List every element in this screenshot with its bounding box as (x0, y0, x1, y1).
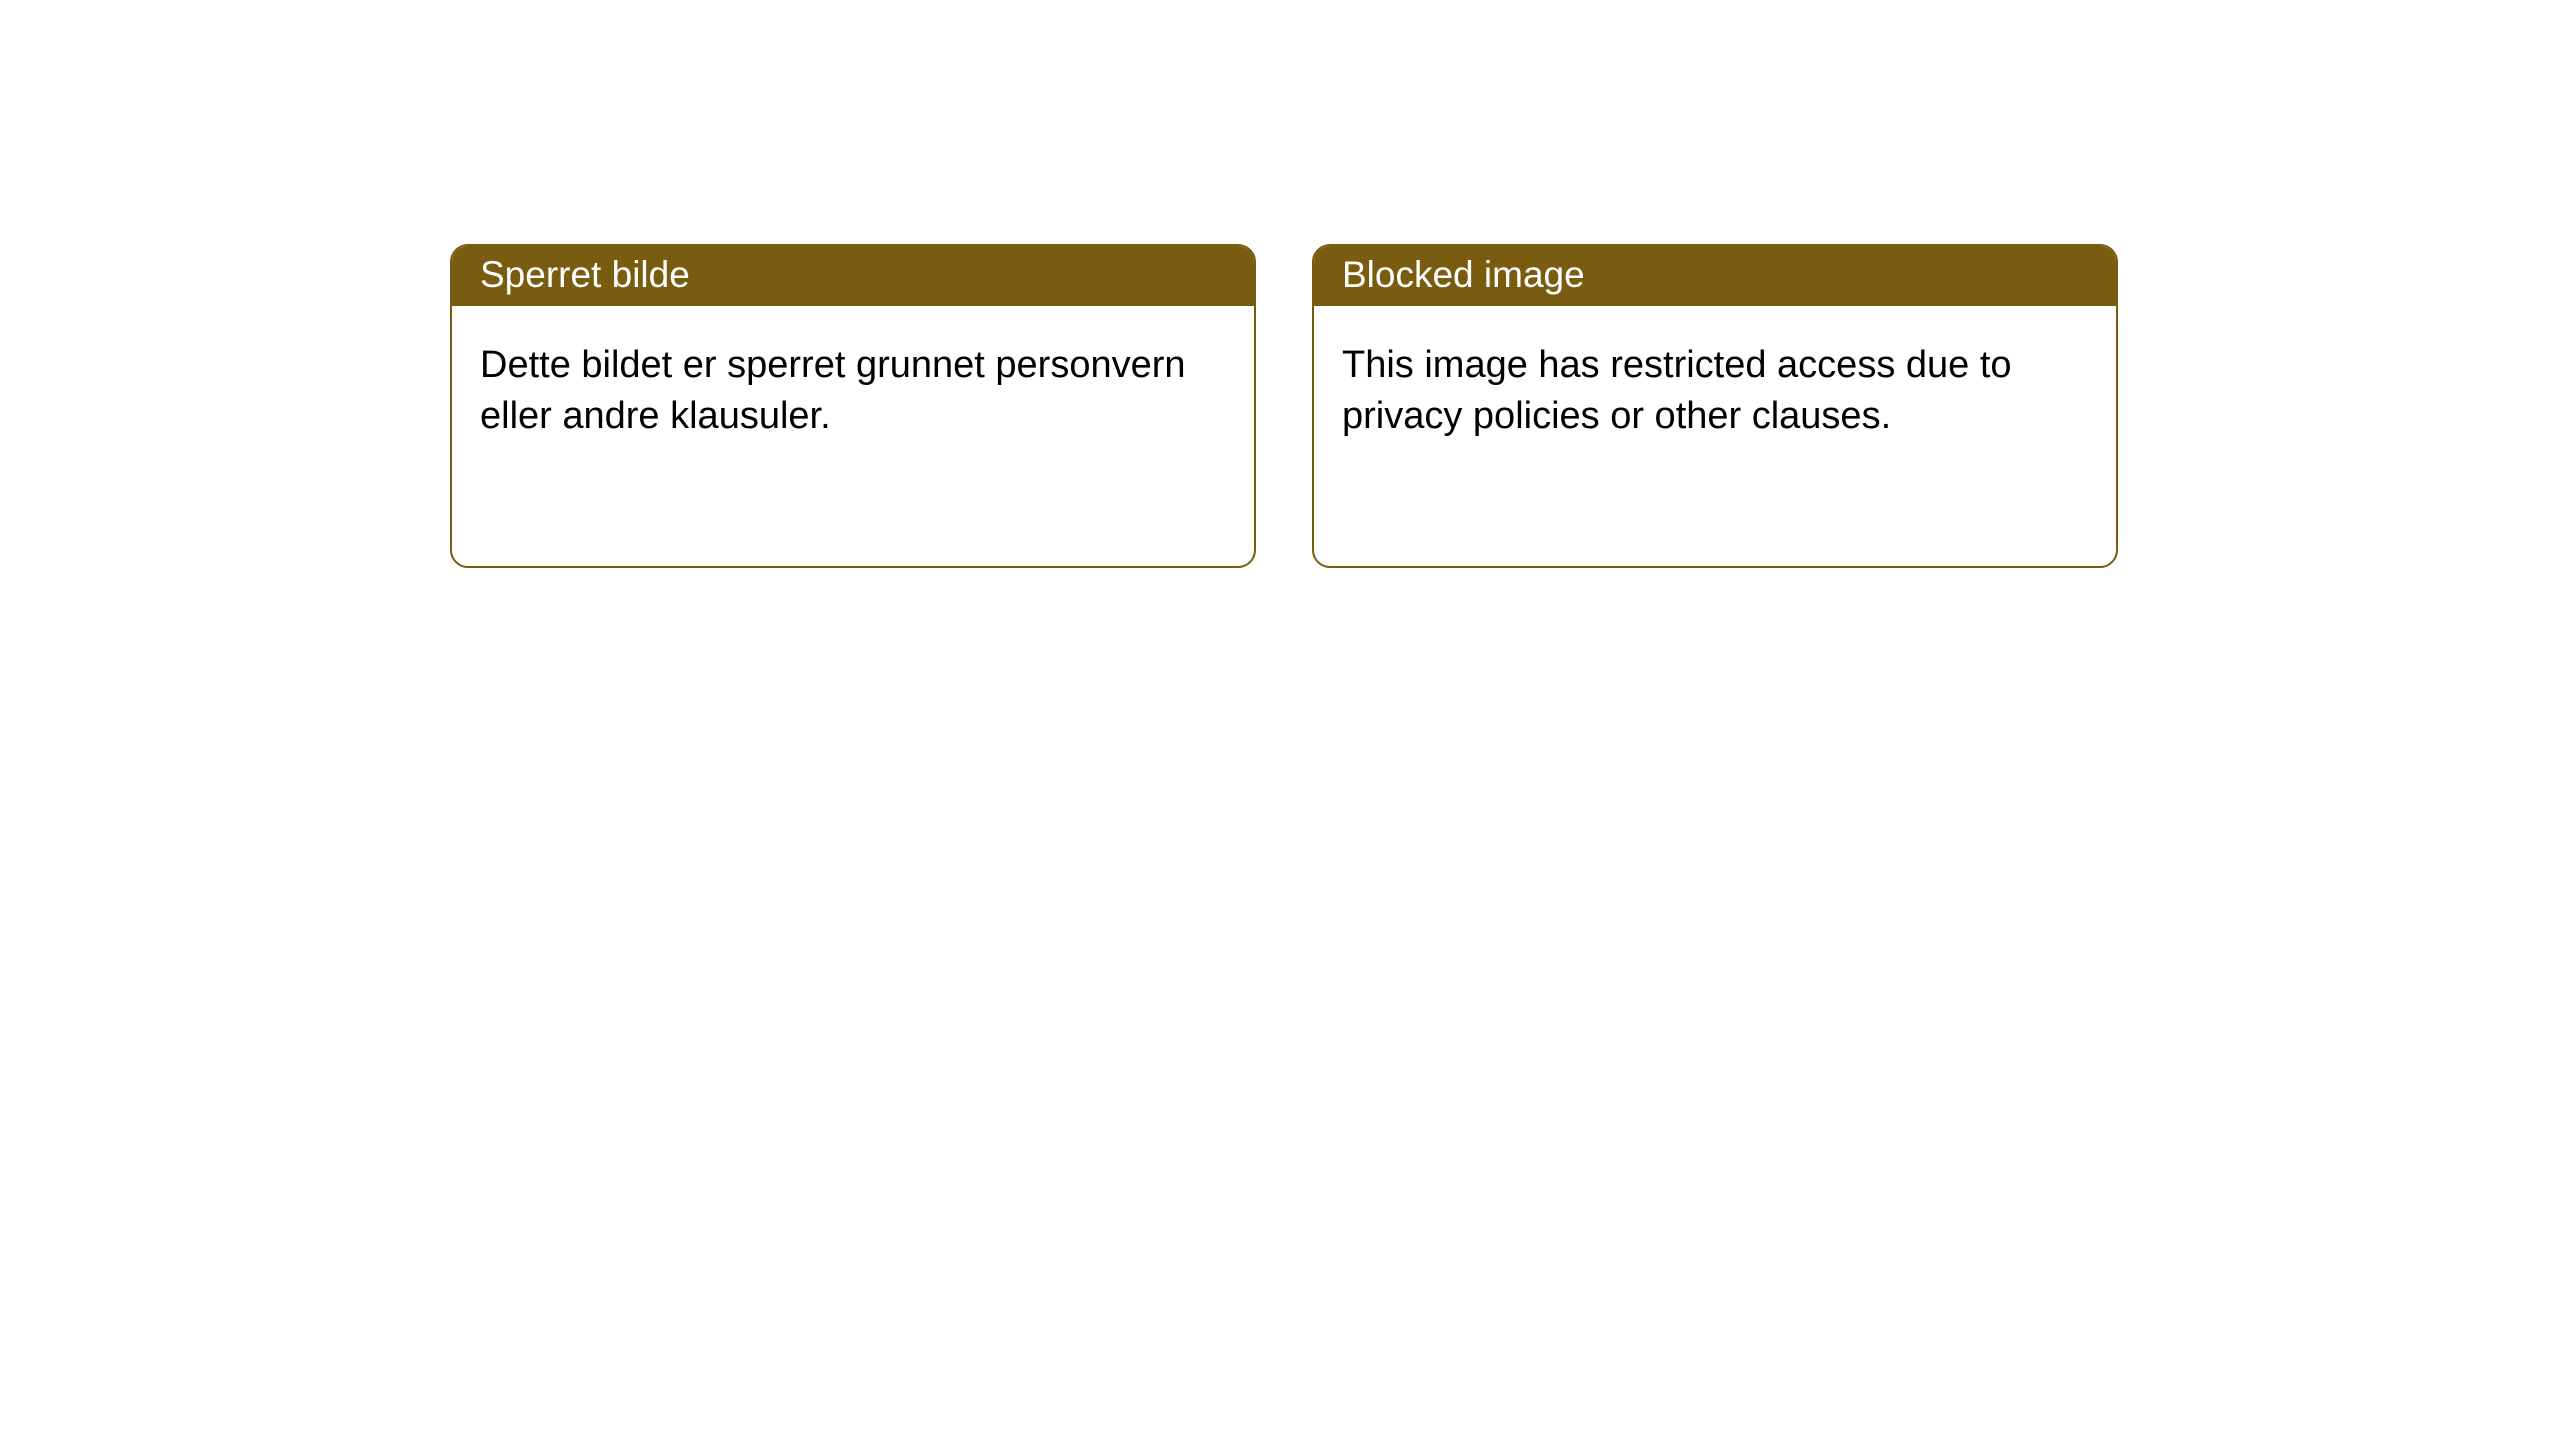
notice-card-english: Blocked image This image has restricted … (1312, 244, 2118, 568)
notice-title: Sperret bilde (452, 246, 1254, 306)
notice-body: Dette bildet er sperret grunnet personve… (452, 306, 1254, 566)
notice-card-norwegian: Sperret bilde Dette bildet er sperret gr… (450, 244, 1256, 568)
notice-title: Blocked image (1314, 246, 2116, 306)
notice-body: This image has restricted access due to … (1314, 306, 2116, 566)
notice-container: Sperret bilde Dette bildet er sperret gr… (0, 0, 2560, 568)
